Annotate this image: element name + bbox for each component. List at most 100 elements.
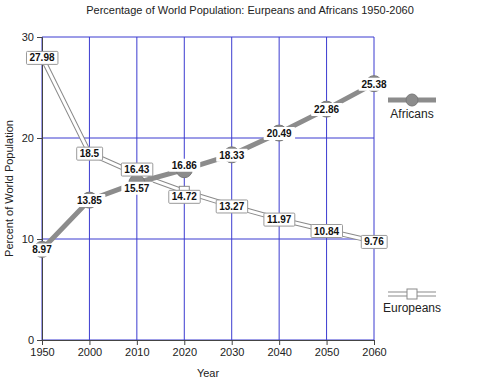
line <box>42 84 374 250</box>
label-box <box>169 159 200 172</box>
label-box <box>29 243 55 256</box>
data-label-text: 20.49 <box>267 128 292 139</box>
data-label-text: 13.27 <box>219 201 244 212</box>
label-box <box>311 103 342 116</box>
data-label: 13.85 <box>74 194 105 207</box>
legend-label: Africans <box>390 107 433 121</box>
data-label: 15.57 <box>121 182 152 195</box>
tick-label: 2030 <box>220 346 244 358</box>
data-label: 16.43 <box>121 163 152 176</box>
x-axis: 1950 2000 2010 2020 2030 2040 2050 2060 <box>30 340 386 358</box>
grid-line <box>279 37 280 340</box>
tick-mark <box>37 138 42 139</box>
data-label-text: 15.57 <box>124 183 149 194</box>
legend-marker <box>406 94 418 106</box>
line <box>42 57 374 241</box>
tick: 2040 <box>267 340 291 358</box>
data-label: 11.97 <box>264 213 295 226</box>
tick-label: 2020 <box>173 346 197 358</box>
tick-label: 2050 <box>315 346 339 358</box>
tick-mark <box>232 340 233 345</box>
tick: 2000 <box>78 340 102 358</box>
y-axis-title: Percent of World Population <box>3 120 15 257</box>
grid-line <box>42 37 374 38</box>
tick-mark <box>37 239 42 240</box>
label-box <box>216 149 247 162</box>
tick: 2050 <box>315 340 339 358</box>
data-label-text: 18.5 <box>80 148 100 159</box>
grid <box>42 37 374 340</box>
data-label: 20.49 <box>264 127 295 140</box>
tick-label: 0 <box>28 334 34 346</box>
x-axis-title: Year <box>197 367 220 379</box>
data-label: 14.72 <box>169 190 200 203</box>
tick-label: 2060 <box>362 346 386 358</box>
tick-mark <box>279 340 280 345</box>
tick-label: 1950 <box>30 346 54 358</box>
data-label-text: 22.86 <box>314 104 339 115</box>
tick-label: 2040 <box>267 346 291 358</box>
label-box <box>216 200 247 213</box>
grid-line <box>326 37 327 340</box>
tick: 30 <box>22 31 42 43</box>
label-box <box>311 225 342 238</box>
data-label-text: 8.97 <box>32 244 52 255</box>
tick: 2020 <box>173 340 197 358</box>
legend-label: Europeans <box>383 301 441 315</box>
tick-mark <box>137 340 138 345</box>
tick: 1950 <box>30 340 54 358</box>
label-box <box>77 147 103 160</box>
data-label: 18.33 <box>216 149 247 162</box>
data-label: 25.38 <box>358 78 389 91</box>
label-box <box>121 163 152 176</box>
tick-label: 30 <box>22 31 34 43</box>
tick: 2030 <box>220 340 244 358</box>
label-box <box>26 51 57 64</box>
tick-mark <box>184 340 185 345</box>
grid-line <box>231 37 232 340</box>
tick-label: 2010 <box>125 346 149 358</box>
data-label-text: 10.84 <box>314 226 339 237</box>
tick-mark <box>42 340 43 345</box>
legend-entry: Europeans <box>383 289 441 315</box>
title: Percentage of World Population: Eurpeans… <box>86 4 414 16</box>
data-label: 13.27 <box>216 200 247 213</box>
legend-entry: Africans <box>388 94 436 121</box>
legend-marker <box>407 289 417 299</box>
tick: 20 <box>22 132 42 144</box>
label-box <box>361 235 387 248</box>
grid-line <box>42 138 374 139</box>
data-label-text: 27.98 <box>29 52 54 63</box>
chart: Percentage of World Population: Eurpeans… <box>0 0 500 386</box>
label-box <box>264 213 295 226</box>
line-outline <box>42 57 374 241</box>
label-box <box>169 190 200 203</box>
data-label-text: 18.33 <box>219 150 244 161</box>
tick-label: 10 <box>22 233 34 245</box>
tick-mark <box>374 340 375 345</box>
data-label-text: 14.72 <box>172 191 197 202</box>
data-label: 9.76 <box>361 235 387 248</box>
tick-mark <box>89 340 90 345</box>
tick-label: 20 <box>22 132 34 144</box>
y-axis: 0 10 20 30 <box>22 31 43 346</box>
label-box <box>121 182 152 195</box>
data-label-text: 16.43 <box>124 164 149 175</box>
grid-line <box>89 37 90 340</box>
data-label-text: 9.76 <box>364 236 384 247</box>
tick-mark <box>37 340 42 341</box>
data-label-text: 16.86 <box>172 160 197 171</box>
legend: Africans Europeans <box>383 94 441 315</box>
tick-mark <box>37 37 42 38</box>
grid-line <box>42 239 374 240</box>
data-label-text: 13.85 <box>77 195 102 206</box>
label-box <box>358 78 389 91</box>
data-label: 10.84 <box>311 225 342 238</box>
axis-line <box>37 38 43 341</box>
data-label-text: 25.38 <box>361 79 386 90</box>
tick: 0 <box>28 334 42 346</box>
data-label: 27.98 <box>26 51 57 64</box>
data-label: 16.86 <box>169 159 200 172</box>
data-label-text: 11.97 <box>267 214 292 225</box>
tick: 2060 <box>362 340 386 358</box>
